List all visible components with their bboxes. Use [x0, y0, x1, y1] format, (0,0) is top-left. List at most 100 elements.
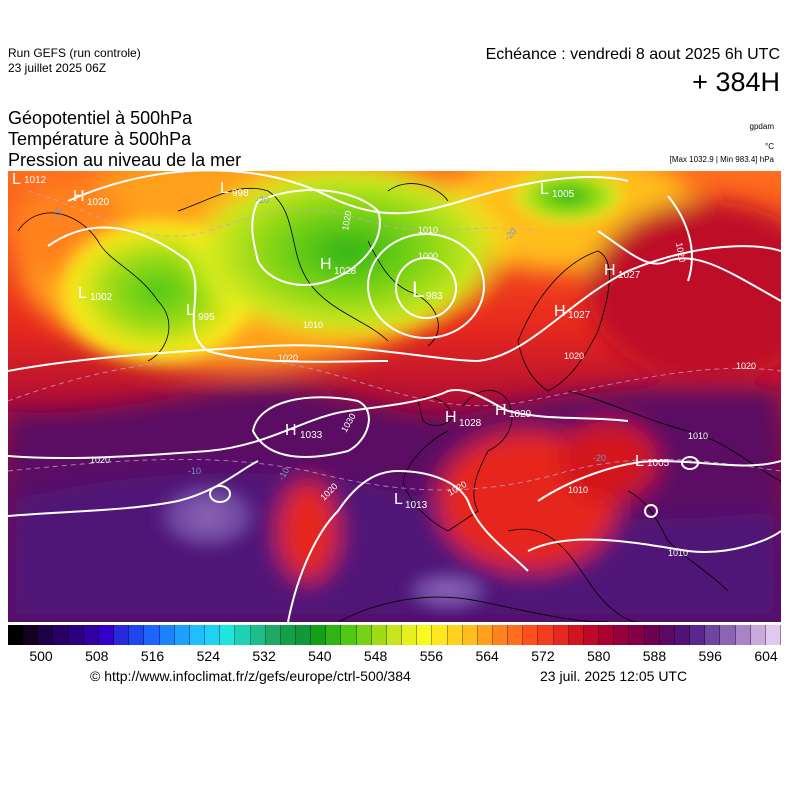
- pressure-high: H 1027: [554, 303, 591, 321]
- svg-text:H: H: [285, 422, 297, 439]
- color-scale-bar: [8, 625, 781, 645]
- svg-text:L: L: [78, 285, 87, 302]
- isotherm-label: -10: [188, 466, 201, 476]
- isobar-label: 1010: [418, 225, 438, 235]
- svg-text:983: 983: [426, 291, 443, 302]
- color-scale-swatch: [326, 625, 342, 645]
- color-scale-swatch: [523, 625, 539, 645]
- color-scale-swatch: [447, 625, 463, 645]
- pressure-low: L 1002: [78, 285, 113, 303]
- unit-temperature: °C: [765, 142, 774, 151]
- svg-text:1020: 1020: [87, 197, 110, 208]
- svg-text:1028: 1028: [334, 266, 357, 277]
- color-scale-label: 524: [196, 648, 220, 664]
- color-scale-label: 532: [252, 648, 276, 664]
- color-scale-label: 572: [531, 648, 555, 664]
- svg-text:L: L: [186, 302, 195, 319]
- lead-time: + 384H: [692, 67, 780, 97]
- pressure-extremes: [Max 1032.9 | Min 983.4] hPa: [669, 155, 774, 164]
- color-scale-swatch: [159, 625, 175, 645]
- color-scale-swatch: [295, 625, 312, 645]
- pressure-low: L 983: [412, 277, 443, 302]
- color-scale-swatch: [690, 625, 706, 645]
- color-scale-swatch: [205, 625, 221, 645]
- svg-text:1005: 1005: [647, 458, 670, 469]
- svg-text:1027: 1027: [568, 310, 591, 321]
- color-scale-label: 588: [642, 648, 667, 664]
- color-scale-swatch: [23, 625, 39, 645]
- svg-text:L: L: [394, 491, 403, 508]
- color-scale-swatch: [174, 625, 190, 645]
- isobars: [8, 171, 781, 622]
- color-scale-swatch: [432, 625, 448, 645]
- color-scale-swatch: [705, 625, 721, 645]
- color-scale-label: 596: [698, 648, 722, 664]
- color-scale-label: 516: [140, 648, 165, 664]
- svg-text:L: L: [635, 453, 644, 470]
- color-scale-swatch: [8, 625, 24, 645]
- pressure-low: L 1012: [12, 171, 47, 188]
- source-url[interactable]: © http://www.infoclimat.fr/z/gefs/europe…: [90, 668, 411, 684]
- svg-text:1005: 1005: [552, 189, 575, 200]
- pressure-high: H 1027: [604, 262, 641, 281]
- color-scale-swatch: [568, 625, 584, 645]
- color-scale-label: 604: [754, 648, 778, 664]
- pressure-low: L 1005: [540, 181, 575, 200]
- generation-time: 23 juil. 2025 12:05 UTC: [540, 668, 688, 684]
- color-scale-swatch: [38, 625, 54, 645]
- svg-text:L: L: [412, 277, 424, 302]
- isobar-label: 1010: [668, 548, 688, 558]
- unit-geopotential: gpdam: [749, 122, 774, 131]
- svg-text:H: H: [495, 402, 507, 419]
- color-scale-swatch: [68, 625, 84, 645]
- isobar-label: 1020: [278, 353, 298, 363]
- isobar-label: 1020: [90, 455, 110, 465]
- isobar-label: 1020: [736, 361, 756, 371]
- svg-text:H: H: [604, 262, 616, 279]
- color-scale-label: 580: [587, 648, 611, 664]
- color-scale-swatch: [417, 625, 433, 645]
- pressure-low: L 995: [186, 302, 215, 323]
- color-scale-swatch: [659, 625, 675, 645]
- svg-text:H: H: [554, 303, 566, 320]
- color-scale-swatch: [144, 625, 160, 645]
- svg-text:995: 995: [198, 312, 215, 323]
- svg-text:1013: 1013: [405, 500, 428, 511]
- isobar-label: 1010: [303, 320, 323, 330]
- svg-text:1002: 1002: [90, 292, 113, 303]
- pressure-low: L 1005: [635, 453, 670, 470]
- svg-text:1029: 1029: [509, 409, 532, 420]
- pressure-high: H 1028: [445, 409, 482, 429]
- pressure-high: H 1028: [320, 256, 357, 277]
- color-scale-swatch: [280, 625, 296, 645]
- color-scale-swatch: [129, 625, 145, 645]
- isobar-label: 1010: [568, 485, 588, 495]
- pressure-high: H 1033: [285, 422, 323, 441]
- parameter-pressure: Pression au niveau de la mer: [8, 150, 242, 170]
- color-scale-swatch: [462, 625, 478, 645]
- svg-text:L: L: [540, 181, 549, 198]
- svg-text:L: L: [12, 171, 21, 188]
- svg-text:1028: 1028: [459, 418, 482, 429]
- color-scale-swatch: [765, 625, 781, 645]
- isobar-label: 1000: [418, 251, 438, 261]
- weather-map: 1010 1020 1000 1010 1020 1020 1030 1020 …: [8, 171, 781, 622]
- svg-text:998: 998: [232, 188, 249, 199]
- color-scale-swatch: [508, 625, 524, 645]
- color-scale-swatch: [114, 625, 130, 645]
- color-scale-swatch: [189, 625, 206, 645]
- isotherm-label: -10: [50, 206, 64, 222]
- parameter-geopotential: Géopotentiel à 500hPa: [8, 108, 193, 128]
- isotherm-label: -20: [593, 453, 606, 463]
- svg-text:1027: 1027: [618, 270, 641, 281]
- color-scale-swatch: [553, 625, 569, 645]
- pressure-centers: L 1012 H 1020 L 1002 L 995 L 998 H 1028 L 983 L…: [12, 171, 670, 511]
- color-scale-swatch: [311, 625, 327, 645]
- color-scale-swatch: [583, 625, 600, 645]
- run-date: 23 juillet 2025 06Z: [8, 61, 107, 75]
- pressure-low: L 998: [220, 180, 249, 199]
- svg-text:1012: 1012: [24, 175, 47, 186]
- color-scale-swatch: [235, 625, 251, 645]
- parameter-temperature: Température à 500hPa: [8, 129, 192, 149]
- color-scale-swatch: [538, 625, 554, 645]
